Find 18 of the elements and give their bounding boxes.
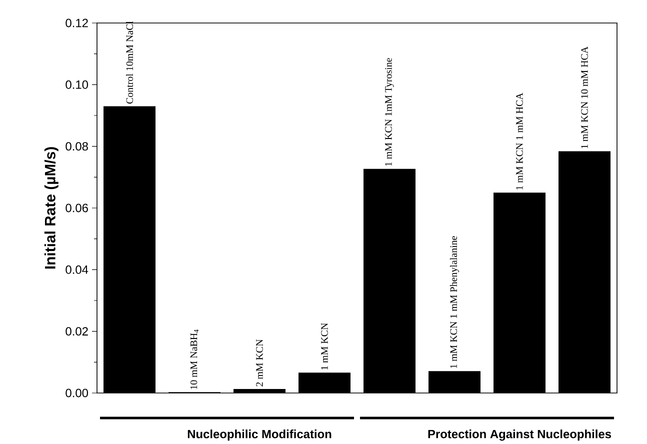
y-tick-label: 0.06 bbox=[66, 204, 88, 212]
y-tick-label: 0.04 bbox=[66, 265, 88, 274]
x-tick-label: 1 mM KCN 1 mM HCA bbox=[516, 92, 523, 190]
y-tick-label: 0.02 bbox=[66, 327, 88, 336]
x-tick-label: 2 mM KCN bbox=[256, 339, 263, 386]
x-tick-label: 1 mM KCN 1mM Tyrosine bbox=[385, 58, 394, 166]
y-tick-label: 0.00 bbox=[66, 388, 88, 398]
x-tick-label: 1 mM KCN bbox=[321, 323, 328, 370]
x-tick-label: Control 10mM NaCl bbox=[126, 21, 134, 104]
text: Nucleophilic Modification bbox=[188, 430, 332, 441]
y-axis-title: Initial Rate (µM/s) bbox=[44, 147, 58, 269]
x-tick-label: 1 mM KCN 1 mM Phenylalanine bbox=[450, 236, 460, 368]
x-tick-label: 1 mM KCN 10 mM HCA bbox=[581, 46, 588, 148]
y-tick-label: 0.12 bbox=[66, 18, 88, 28]
y-tick-label: 0.08 bbox=[66, 142, 88, 151]
y-tick-label: 0.10 bbox=[66, 80, 88, 89]
text: Protection Against Nucleophiles bbox=[428, 430, 612, 441]
x-tick-label: 10 mM NaBH$_{4}$ bbox=[190, 329, 199, 389]
